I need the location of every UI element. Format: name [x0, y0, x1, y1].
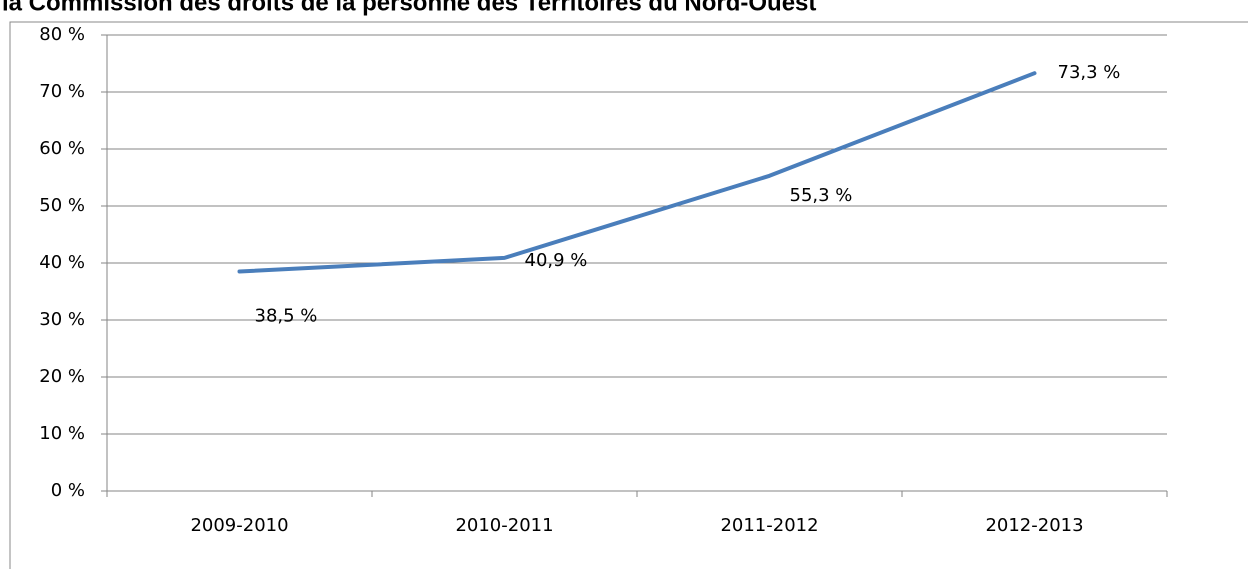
data-label: 40,9 %	[525, 250, 588, 271]
chart-frame	[9, 21, 1248, 569]
y-tick-label: 70 %	[39, 81, 85, 102]
line-series	[237, 71, 1037, 274]
chart-title: la Commission des droits de la personne …	[2, 0, 816, 16]
y-tick-label: 30 %	[39, 309, 85, 330]
y-tick-label: 60 %	[39, 138, 85, 159]
x-tick-label: 2011-2012	[720, 515, 818, 536]
y-tick-label: 0 %	[51, 480, 85, 501]
data-label: 55,3 %	[790, 185, 853, 206]
y-tick-label: 10 %	[39, 423, 85, 444]
data-label: 38,5 %	[255, 306, 318, 327]
x-tick-label: 2012-2013	[985, 515, 1083, 536]
data-label: 73,3 %	[1058, 62, 1121, 83]
y-tick-label: 80 %	[39, 24, 85, 45]
x-tick-label: 2010-2011	[455, 515, 553, 536]
y-tick-label: 40 %	[39, 252, 85, 273]
x-tick-label: 2009-2010	[190, 515, 288, 536]
y-tick-label: 50 %	[39, 195, 85, 216]
y-tick-label: 20 %	[39, 366, 85, 387]
